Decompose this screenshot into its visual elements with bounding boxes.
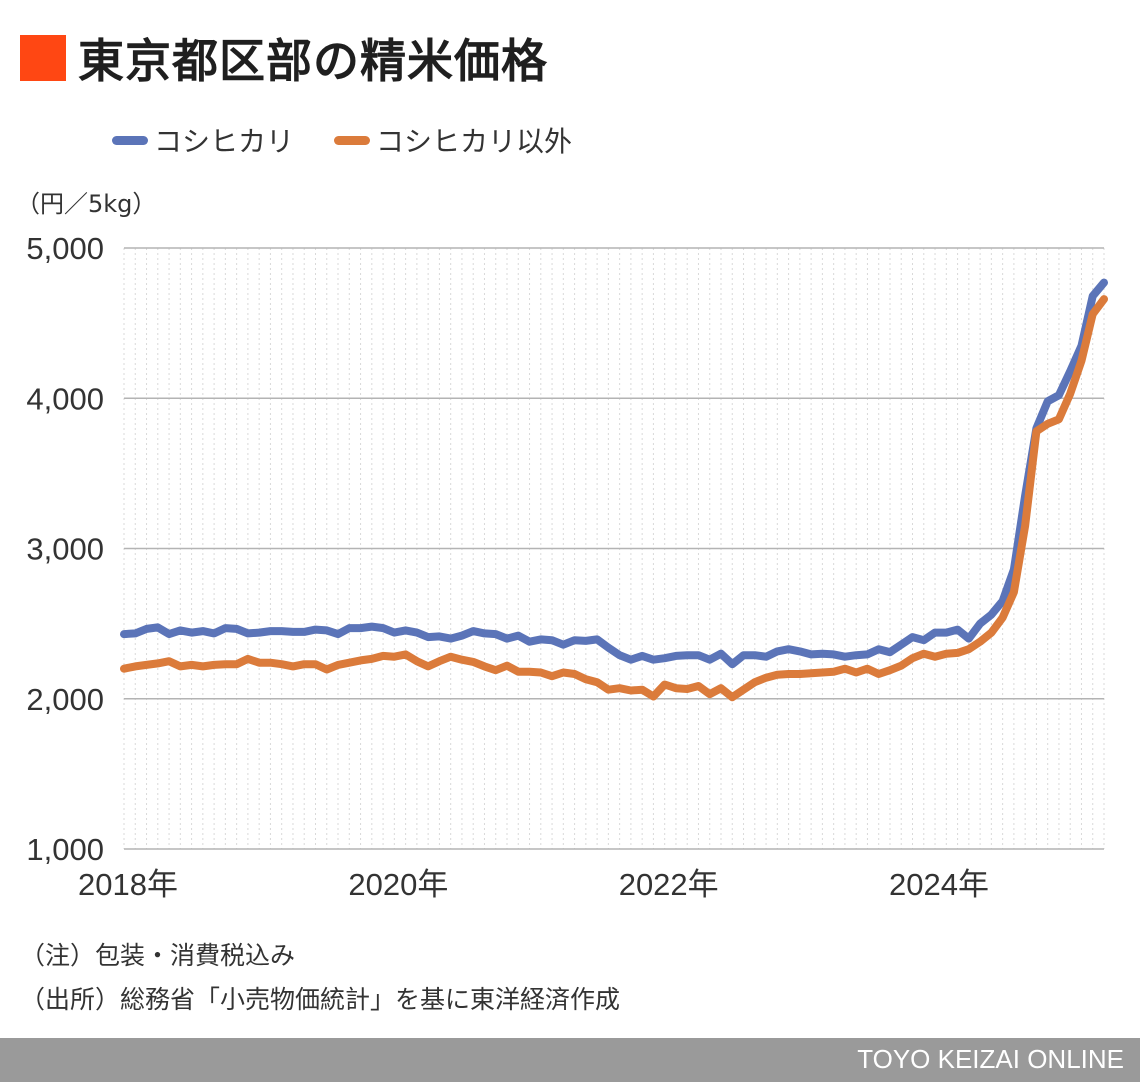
chart-title-text: 東京都区部の精米価格: [78, 34, 548, 88]
y-tick-label: 1,000: [26, 832, 104, 867]
chart-source: （出所）総務省「小売物価統計」を基に東洋経済作成: [20, 985, 621, 1014]
line-chart: 1,000 2,000 3,000 4,000 5,000 2018年 2020年 2022年…: [26, 231, 1108, 902]
footer-brand: TOYO KEIZAI ONLINE: [857, 1044, 1124, 1074]
legend: コシヒカリ コシヒカリ以外: [112, 118, 612, 162]
series-line-other: [120, 295, 1108, 702]
y-axis-unit-label: （円／5kg）: [16, 190, 157, 218]
legend-swatch-koshihikari: [112, 135, 148, 145]
x-tick-label: 2022年: [619, 867, 719, 902]
x-tick-label: 2024年: [889, 867, 989, 902]
legend-swatch-other: [334, 135, 371, 145]
chart-title: 東京都区部の精米価格: [20, 28, 548, 88]
y-tick-label: 2,000: [26, 682, 104, 717]
legend-label-koshihikari: コシヒカリ: [154, 125, 295, 158]
title-accent-square: [20, 35, 66, 81]
legend-item-other: コシヒカリ以外: [334, 120, 572, 160]
y-tick-label: 4,000: [26, 381, 104, 416]
footer-bar: TOYO KEIZAI ONLINE: [0, 1038, 1140, 1082]
x-tick-label: 2020年: [348, 867, 448, 902]
legend-item-koshihikari: コシヒカリ: [112, 120, 294, 160]
y-tick-label: 3,000: [26, 532, 104, 567]
series-line-koshihikari: [120, 278, 1108, 669]
legend-label-other: コシヒカリ以外: [376, 125, 573, 158]
chart-note: （注）包装・消費税込み: [20, 941, 296, 970]
y-tick-label: 5,000: [26, 231, 104, 266]
x-tick-label: 2018年: [78, 867, 178, 902]
